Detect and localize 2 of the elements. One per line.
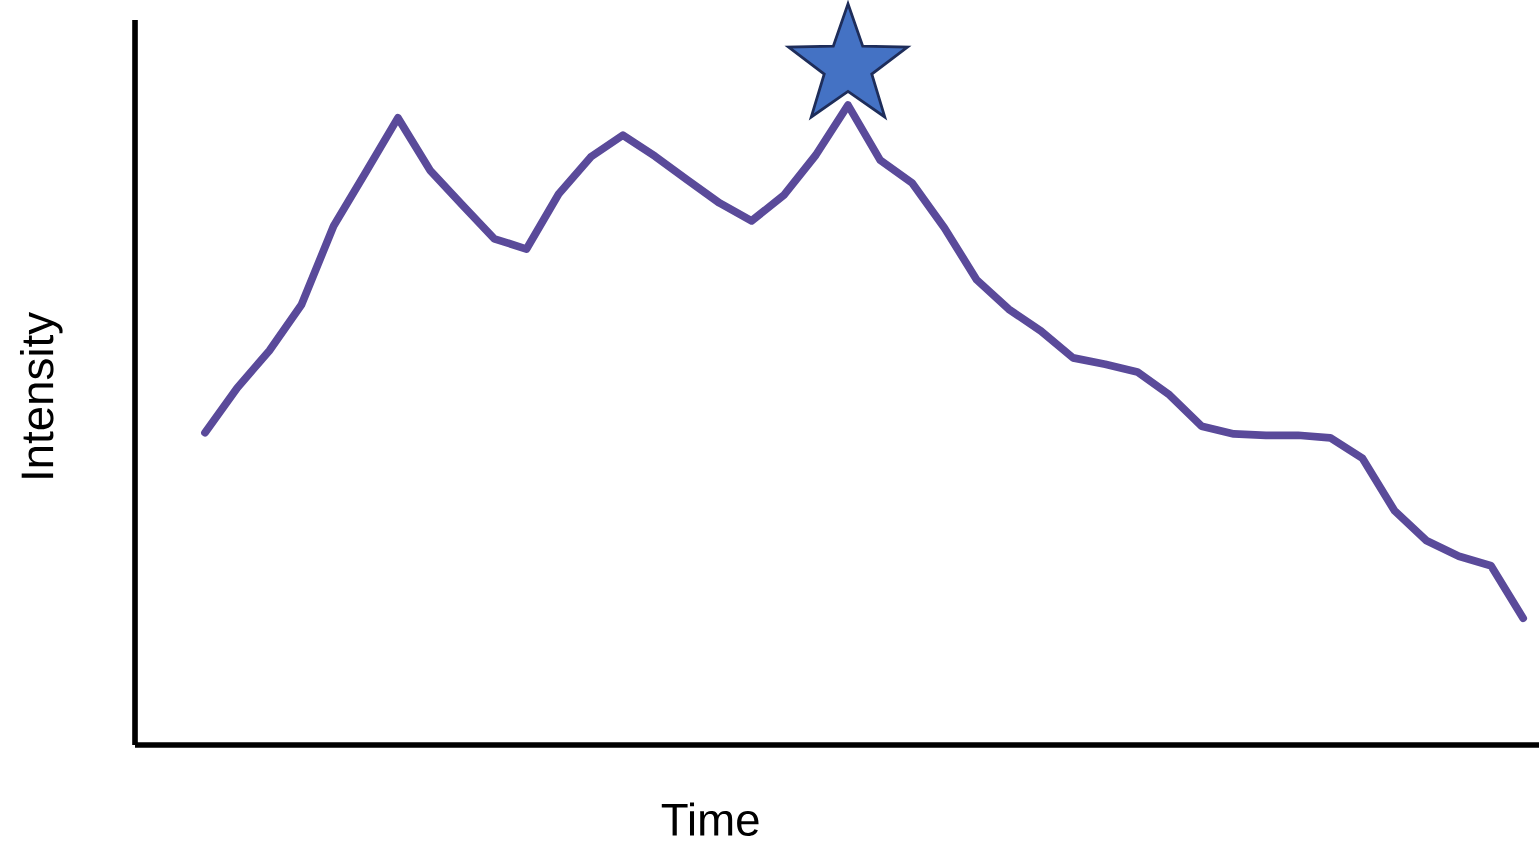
x-axis-title: Time — [661, 802, 759, 836]
y-axis-title: Intensity — [19, 311, 63, 478]
